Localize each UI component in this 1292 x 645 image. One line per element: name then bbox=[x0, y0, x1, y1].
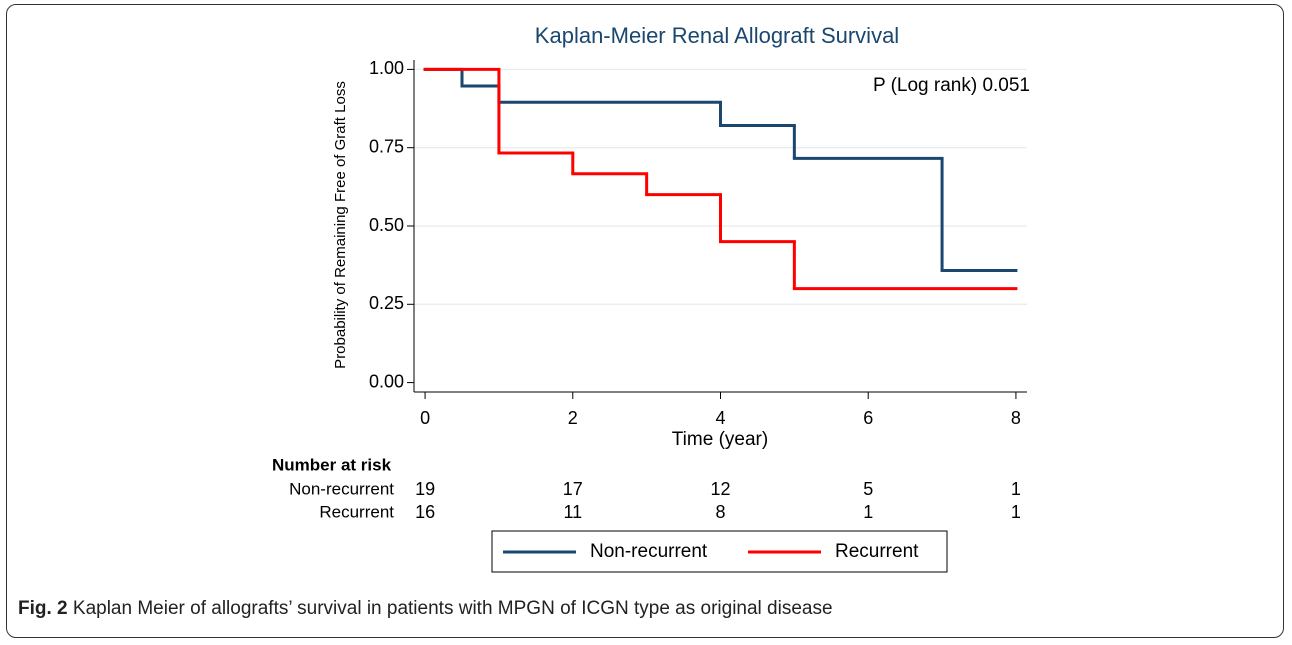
x-axis-label: Time (year) bbox=[672, 429, 768, 450]
x-tick-label: 6 bbox=[863, 408, 873, 428]
y-tick-label: 1.00 bbox=[369, 58, 404, 78]
caption: Fig. 2 Kaplan Meier of allografts’ survi… bbox=[18, 598, 833, 620]
risk-count: 11 bbox=[563, 502, 582, 522]
y-tick-label: 0.00 bbox=[369, 371, 404, 391]
risk-row-label: Non-recurrent bbox=[289, 479, 394, 498]
x-tick-label: 0 bbox=[420, 408, 430, 428]
risk-count: 1 bbox=[1011, 479, 1021, 499]
y-tick-label: 0.75 bbox=[369, 136, 404, 156]
legend-label: Recurrent bbox=[835, 541, 919, 562]
y-tick-label: 0.25 bbox=[369, 293, 404, 313]
chart: Kaplan-Meier Renal Allograft Survival P … bbox=[272, 23, 1030, 573]
x-tick-label: 4 bbox=[715, 408, 725, 428]
risk-count: 8 bbox=[715, 502, 725, 522]
annotation: P (Log rank) 0.051 bbox=[873, 75, 1030, 96]
legend-box bbox=[491, 530, 948, 573]
figure-frame bbox=[6, 4, 1284, 638]
x-tick-label: 8 bbox=[1011, 408, 1021, 428]
risk-count: 17 bbox=[563, 479, 583, 499]
risk-count: 1 bbox=[863, 502, 873, 522]
legend-label: Non-recurrent bbox=[590, 541, 708, 562]
risk-count: 1 bbox=[1011, 502, 1021, 522]
chart-title: Kaplan-Meier Renal Allograft Survival bbox=[535, 23, 899, 48]
risk-count: 16 bbox=[415, 502, 435, 522]
risk-count: 5 bbox=[863, 479, 873, 499]
risk-row-label: Recurrent bbox=[319, 502, 394, 521]
risk-table-title: Number at risk bbox=[272, 455, 392, 474]
caption-text: Kaplan Meier of allografts’ survival in … bbox=[72, 598, 833, 619]
y-tick-label: 0.50 bbox=[369, 215, 404, 235]
risk-count: 19 bbox=[415, 479, 435, 499]
y-axis-label: Probability of Remaining Free of Graft L… bbox=[332, 81, 349, 369]
x-tick-label: 2 bbox=[568, 408, 578, 428]
caption-label: Fig. 2 bbox=[18, 598, 68, 619]
risk-count: 12 bbox=[710, 479, 730, 499]
